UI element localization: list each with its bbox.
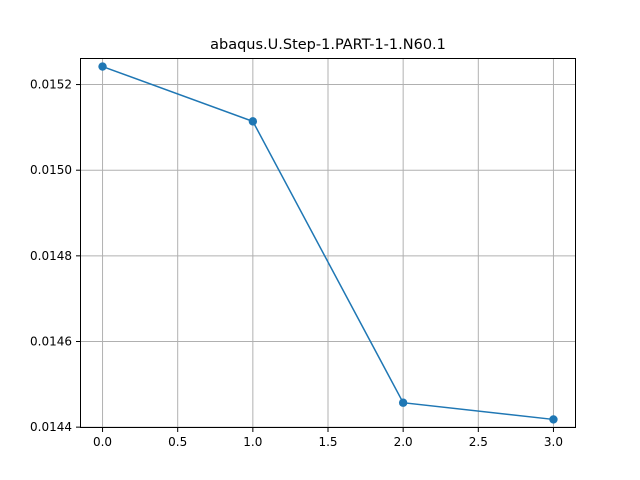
x-tick-label: 1.5 <box>318 435 337 449</box>
x-tick-label: 0.5 <box>168 435 187 449</box>
y-tick-label: 0.0146 <box>30 334 72 348</box>
x-tick-label: 2.5 <box>469 435 488 449</box>
y-tick-label: 0.0144 <box>30 420 72 434</box>
data-point <box>398 398 408 407</box>
chart-title: abaqus.U.Step-1.PART-1-1.N60.1 <box>210 37 446 53</box>
data-point <box>248 117 258 126</box>
data-point <box>549 415 558 424</box>
series-line <box>102 65 554 421</box>
x-tick-label: 2.0 <box>394 435 413 449</box>
x-tick-label: 1.0 <box>243 435 262 449</box>
data-point <box>98 62 107 71</box>
x-tick-label: 3.0 <box>544 435 563 449</box>
axes: 0.0 0.5 1.0 1.5 2.0 2.5 3.0 0.0144 0.0146 0.0148 0… <box>30 78 563 449</box>
y-tick-label: 0.0152 <box>30 78 72 92</box>
series-layer <box>98 62 558 424</box>
x-tick-label: 0.0 <box>93 435 112 449</box>
y-tick-label: 0.0150 <box>30 163 72 177</box>
plot-frame <box>80 58 576 428</box>
y-tick-label: 0.0148 <box>30 249 72 263</box>
